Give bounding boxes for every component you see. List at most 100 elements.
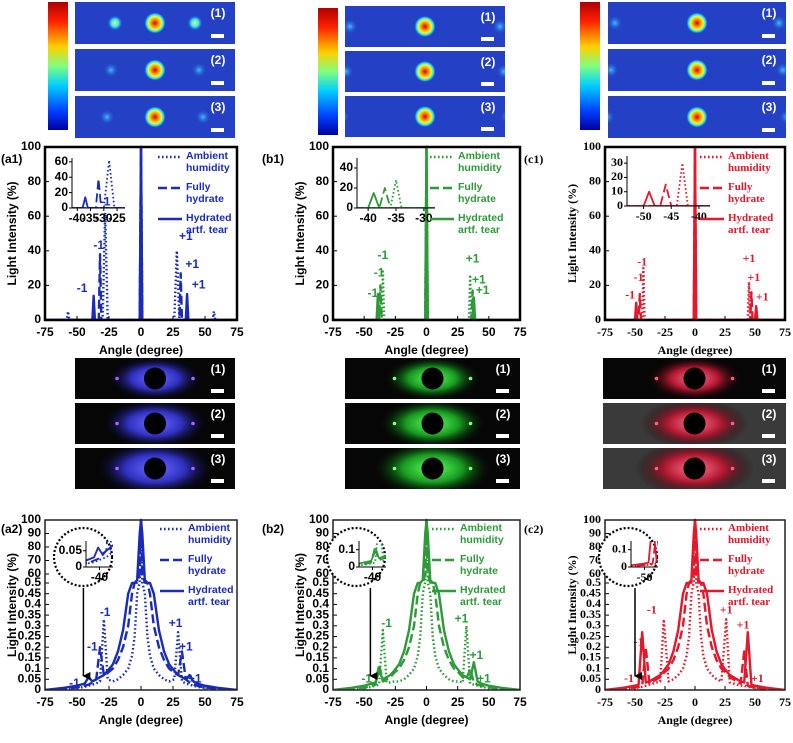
y-tick-label: 90 (28, 526, 42, 540)
inset-series-line (627, 190, 710, 206)
x-tick-label: 75 (513, 695, 527, 709)
scale-bar (211, 389, 224, 393)
inset-y-tick-label: 30 (611, 155, 623, 169)
x-tick-label: 25 (166, 325, 180, 339)
x-tick-label: -75 (324, 695, 342, 709)
inset-y-tick-label: 40 (340, 160, 354, 174)
scale-bar (211, 128, 224, 132)
x-tick-label: 0 (138, 695, 145, 709)
x-tick-label: -50 (627, 325, 643, 339)
annotation: +1 (737, 618, 750, 632)
annotation: -1 (381, 616, 392, 630)
side-spot (730, 466, 735, 471)
side-spot (492, 18, 505, 35)
side-spot (115, 376, 119, 381)
x-tick-label: -75 (597, 325, 613, 339)
annotation: +1 (477, 671, 491, 685)
y-tick-label: 100 (309, 139, 329, 153)
chart: (b1) Angle (degree) Light Intensity (%) -75… (262, 139, 527, 357)
central-spot (686, 12, 708, 34)
side-spot (500, 109, 505, 124)
x-tick-label: 25 (451, 695, 465, 709)
y-tick-label: 0.5 (586, 575, 601, 589)
y-tick-label: 20 (589, 277, 601, 291)
y-tick-label: 0.35 (306, 607, 330, 621)
pattern-image (608, 49, 786, 91)
y-tick-label: 80 (28, 174, 42, 188)
image-label: (3) (211, 100, 226, 114)
y-tick-label: 0.1 (24, 661, 41, 675)
panel-label: (c1) (524, 152, 543, 166)
side-spot (99, 109, 115, 125)
legend-label: Fully hydrate (728, 553, 765, 577)
y-tick-label: 20 (28, 278, 42, 292)
y-tick-label: 0.25 (18, 629, 42, 643)
y-tick-label: 0.15 (306, 650, 330, 664)
image-label: (2) (762, 407, 777, 421)
side-spot (654, 466, 659, 471)
legend-label: Hydrated artf. tear (186, 212, 232, 236)
legend-label: Fully hydrate (188, 553, 226, 577)
x-tick-label: -75 (597, 695, 613, 709)
x-tick-label: 25 (451, 325, 465, 339)
side-spot (468, 466, 473, 471)
legend-label: Hydrated artf. tear (460, 584, 506, 608)
scale-bar (496, 389, 509, 393)
pattern-image (345, 51, 505, 92)
y-tick-label: 0.15 (18, 650, 42, 664)
legend-label: Ambient humidity (188, 522, 232, 546)
y-tick-label: 0.45 (306, 586, 330, 600)
legend-label: Hydrated artf. tear (728, 212, 774, 236)
inset-series-line (627, 162, 710, 206)
legend-label: Hydrated artf. tear (458, 212, 504, 236)
pattern-image (603, 358, 786, 399)
panel-label: (b2) (262, 522, 284, 536)
inset-y-tick-label: 0.1 (338, 542, 355, 556)
central-spot (686, 106, 708, 128)
x-tick-label: -25 (387, 695, 405, 709)
inset: -40 -35 -30 0 20 40 (340, 158, 435, 225)
side-spot (187, 15, 203, 31)
pattern-image (345, 358, 520, 399)
legend-label: Hydrated artf. tear (728, 584, 774, 608)
inset: -40 0 0.05 (59, 541, 113, 584)
chart: (b2) Angle (degree) Light Intensity (%) -75… (262, 512, 527, 727)
x-axis-label: Angle (degree) (99, 343, 183, 357)
side-spot (468, 421, 473, 426)
annotation: -1 (625, 288, 635, 302)
x-tick-label: 50 (749, 695, 761, 709)
y-tick-label: 40 (316, 243, 330, 257)
annotation: -1 (100, 605, 111, 619)
side-spot (107, 15, 123, 31)
y-tick-label: 100 (21, 139, 41, 153)
side-spot (195, 109, 211, 125)
side-spot (608, 62, 619, 78)
image-label: (1) (762, 6, 777, 20)
y-tick-label: 0.2 (312, 639, 329, 653)
pattern-image (75, 403, 235, 444)
y-tick-label: 0.15 (580, 650, 601, 664)
side-spot (191, 466, 195, 471)
annotation: -1 (87, 639, 98, 653)
annotation: -1 (647, 603, 657, 617)
side-spot (775, 62, 786, 78)
side-spot (115, 466, 119, 471)
y-axis-label: Light Intensity (%) (293, 182, 307, 286)
inset-y-tick-label: 20 (340, 180, 354, 194)
inset-x-tick-label: -50 (637, 570, 653, 584)
y-tick-label: 80 (28, 539, 42, 553)
inset-y-tick-label: 0 (348, 559, 355, 573)
central-spot (144, 12, 166, 34)
x-tick-label: 75 (779, 695, 791, 709)
panel-label: (a1) (1, 152, 22, 166)
x-axis-label: Angle (degree) (384, 713, 468, 727)
beam-stop (683, 412, 706, 435)
panel-label: (a2) (1, 522, 22, 536)
series-line (605, 145, 785, 320)
x-axis-label: Angle (degree) (99, 713, 183, 727)
x-tick-label: 75 (779, 325, 791, 339)
y-tick-label: 60 (589, 208, 601, 222)
inset-x-tick-label: -50 (636, 209, 652, 223)
side-spot (103, 62, 119, 78)
